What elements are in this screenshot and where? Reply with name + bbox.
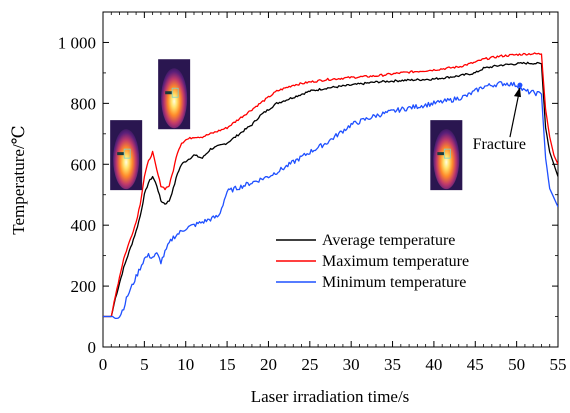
- fracture-marker: [517, 82, 523, 88]
- x-tick-label: 5: [140, 355, 149, 374]
- legend-label: Maximum temperature: [322, 253, 469, 270]
- series-lines: [103, 52, 558, 320]
- x-tick-label: 25: [301, 355, 318, 374]
- series-line-1: [103, 61, 558, 318]
- fracture-arrow-head: [513, 87, 521, 98]
- legend-label: Minimum temperature: [322, 274, 466, 291]
- thermal-image: [110, 120, 143, 191]
- y-tick-label: 400: [71, 216, 97, 235]
- x-tick-label: 35: [384, 355, 401, 374]
- y-tick-label: 0: [88, 338, 97, 357]
- x-tick-label: 50: [508, 355, 525, 374]
- thermal-image: [430, 120, 463, 191]
- series-line-3: [103, 80, 558, 320]
- fracture-annotation: Fracture: [473, 82, 526, 153]
- x-tick-label: 45: [467, 355, 484, 374]
- y-tick-label: 800: [71, 94, 97, 113]
- x-tick-label: 55: [550, 355, 567, 374]
- fracture-label: Fracture: [473, 136, 526, 153]
- x-tick-label: 40: [425, 355, 442, 374]
- x-tick-label: 30: [343, 355, 360, 374]
- x-axis-title: Laser irradiation time/s: [251, 387, 410, 406]
- x-tick-label: 20: [260, 355, 277, 374]
- y-tick-label: 200: [71, 277, 97, 296]
- axis-ticks: [102, 12, 559, 348]
- y-axis-title: Temperature/℃: [9, 125, 28, 234]
- x-tick-label: 10: [177, 355, 194, 374]
- axis-tick-labels: 0 5 10 15 20 25 30 35 40 45 50 55 0 200 400 600 800 1 000: [58, 33, 567, 374]
- fracture-arrow: [509, 92, 520, 138]
- x-tick-label: 0: [99, 355, 108, 374]
- y-tick-label: 600: [71, 155, 97, 174]
- thermal-insets: [110, 59, 463, 191]
- legend-label: Average temperature: [322, 232, 455, 249]
- y-tick-label: 1 000: [58, 33, 96, 52]
- series-line-2: [103, 52, 558, 318]
- thermal-image: [158, 59, 191, 130]
- plot-frame: [102, 11, 559, 348]
- x-tick-label: 15: [219, 355, 236, 374]
- legend: Average temperature Maximum temperature Mi…: [276, 232, 469, 291]
